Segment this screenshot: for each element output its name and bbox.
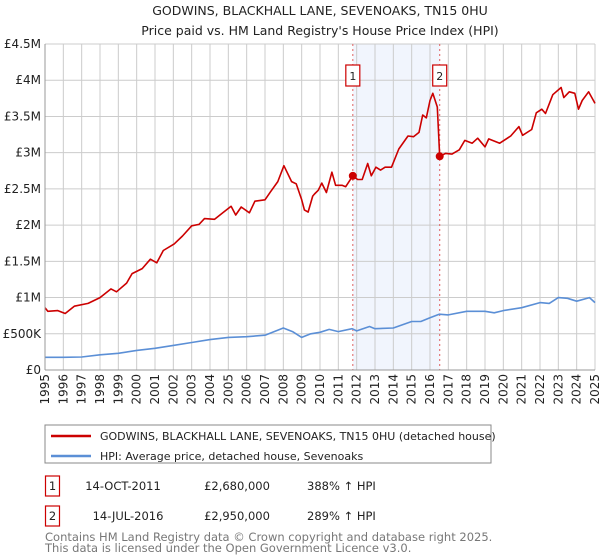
x-tick-label: 1996: [56, 374, 70, 405]
x-tick-label: 2005: [221, 374, 235, 405]
table-row: 1 14-OCT-2011 £2,680,000 388% ↑ HPI: [44, 475, 376, 497]
annotation-box: [345, 64, 361, 87]
x-tick-label: 2011: [331, 374, 345, 405]
row-price: £2,950,000: [204, 509, 270, 523]
y-tick-label: £4M: [15, 73, 41, 87]
y-tick-label: £1M: [15, 291, 41, 305]
footer-licence: This data is licensed under the Open Gov…: [44, 541, 411, 555]
chart-title: GODWINS, BLACKHALL LANE, SEVENOAKS, TN15…: [152, 3, 488, 18]
annotation-box: [432, 64, 448, 87]
x-tick-label: 2003: [185, 374, 199, 405]
x-tick-label: 2016: [423, 374, 437, 405]
x-tick-label: 2019: [478, 374, 492, 405]
x-tick-label: 2004: [203, 374, 217, 405]
row-date: 14-OCT-2011: [85, 479, 161, 493]
legend-box: [44, 424, 492, 464]
y-tick-label: £4.5M: [4, 37, 41, 51]
marker-badge: [44, 475, 61, 497]
x-tick-label: 2025: [588, 374, 600, 405]
x-tick-label: 2010: [313, 374, 327, 405]
x-tick-label: 2009: [295, 374, 309, 405]
y-tick-label: £1.5M: [4, 254, 41, 268]
x-tick-label: 2022: [533, 374, 547, 405]
sale-point: [348, 171, 357, 180]
x-tick-label: 1995: [38, 374, 52, 405]
x-tick-label: 2012: [350, 374, 364, 405]
row-number: 1: [49, 479, 56, 493]
x-tick-label: 2021: [515, 374, 529, 405]
y-tick-label: £0: [26, 363, 41, 377]
y-tick-label: £2.5M: [4, 182, 41, 196]
row-number: 2: [49, 509, 56, 523]
y-tick-label: £2M: [15, 218, 41, 232]
transactions-table: 1 14-OCT-2011 £2,680,000 388% ↑ HPI 2 14…: [44, 475, 376, 527]
x-tick-label: 2018: [460, 374, 474, 405]
hpi-line: [45, 296, 596, 359]
x-tick-label: 1999: [111, 374, 125, 405]
y-tick-label: £3.5M: [4, 109, 41, 123]
x-tick-label: 2002: [166, 374, 180, 405]
sale-point: [435, 152, 444, 161]
property-price-line: [44, 86, 596, 315]
row-hpi: 289% ↑ HPI: [307, 509, 376, 523]
marker-badge: [44, 505, 61, 527]
x-tick-label: 2024: [570, 374, 584, 405]
row-date: 14-JUL-2016: [93, 509, 164, 523]
x-tick-label: 2023: [551, 374, 565, 405]
legend: GODWINS, BLACKHALL LANE, SEVENOAKS, TN15…: [44, 424, 496, 464]
x-tick-label: 2008: [276, 374, 290, 405]
x-tick-label: 2020: [496, 374, 510, 405]
x-tick-label: 2015: [405, 374, 419, 405]
table-row: 2 14-JUL-2016 £2,950,000 289% ↑ HPI: [44, 505, 376, 527]
row-hpi: 388% ↑ HPI: [307, 479, 376, 493]
legend-label-hpi: HPI: Average price, detached house, Seve…: [100, 450, 363, 463]
row-price: £2,680,000: [204, 479, 270, 493]
annotation-label: 2: [436, 70, 443, 83]
x-tick-label: 1997: [75, 374, 89, 405]
highlight-range: [352, 44, 440, 370]
x-tick-label: 2017: [441, 374, 455, 405]
legend-label-property: GODWINS, BLACKHALL LANE, SEVENOAKS, TN15…: [100, 430, 496, 443]
annotation-label: 1: [349, 70, 356, 83]
chart-subtitle: Price paid vs. HM Land Registry's House …: [141, 23, 498, 38]
y-tick-label: £500K: [3, 327, 43, 341]
x-tick-label: 2001: [148, 374, 162, 405]
x-tick-label: 2013: [368, 374, 382, 405]
footer-copyright: Contains HM Land Registry data © Crown c…: [45, 530, 492, 544]
x-tick-label: 1998: [93, 374, 107, 405]
x-tick-label: 2014: [386, 374, 400, 405]
x-tick-label: 2000: [130, 374, 144, 405]
y-tick-label: £3M: [15, 146, 41, 160]
x-tick-label: 2006: [240, 374, 254, 405]
x-tick-label: 2007: [258, 374, 272, 405]
